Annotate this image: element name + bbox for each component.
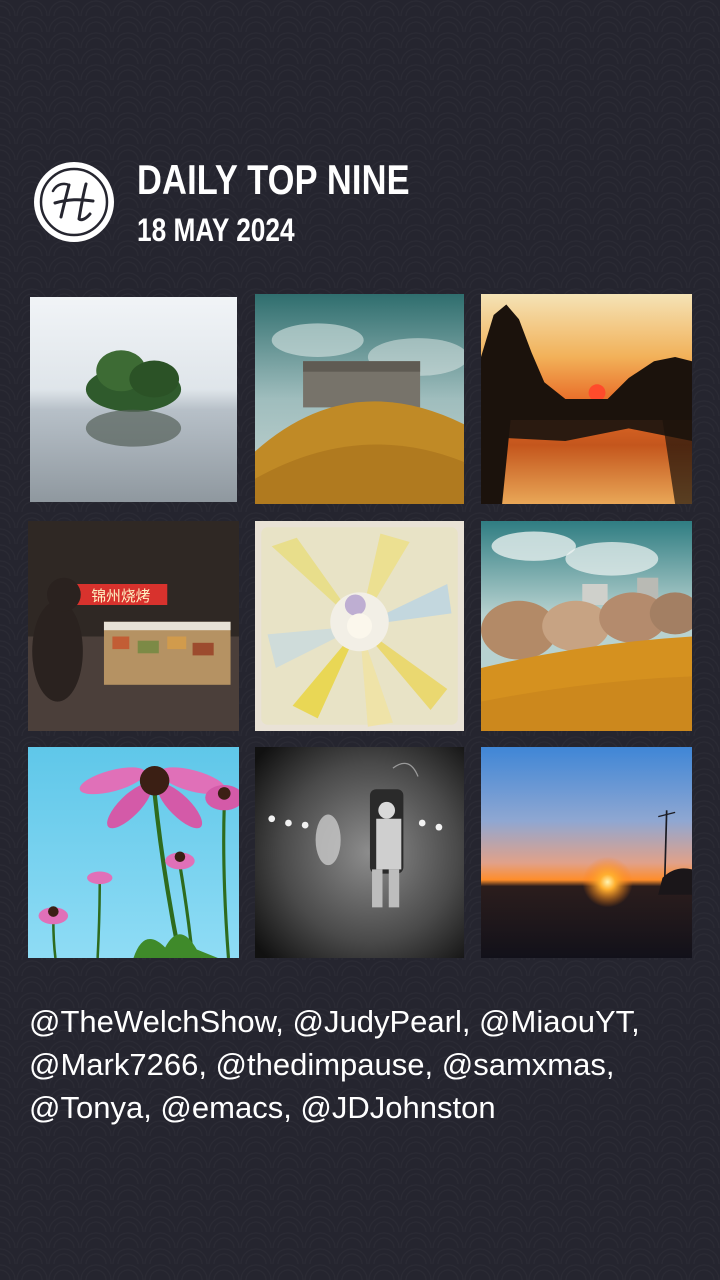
photo-misty-lake[interactable]: [30, 297, 237, 502]
logo-icon: [34, 162, 114, 242]
photo-pastel-flower[interactable]: [255, 521, 464, 731]
photo-castle[interactable]: [255, 294, 464, 504]
credits-text: @TheWelchShow, @JudyPearl, @MiaouYT, @Ma…: [29, 1004, 640, 1125]
photo-night-food-stall[interactable]: 锦州烧烤: [28, 521, 239, 731]
photo-sunset-river[interactable]: [481, 294, 692, 504]
page-title: DAILY TOP NINE: [137, 156, 410, 203]
photo-bw-figure[interactable]: [255, 747, 464, 958]
photo-sunrise-horizon[interactable]: [481, 747, 692, 958]
photo-autumn-field[interactable]: [481, 521, 692, 731]
date-label: 18 MAY 2024: [137, 212, 295, 248]
stall-sign-text: 锦州烧烤: [91, 588, 150, 605]
photo-coneflowers[interactable]: [28, 747, 239, 958]
